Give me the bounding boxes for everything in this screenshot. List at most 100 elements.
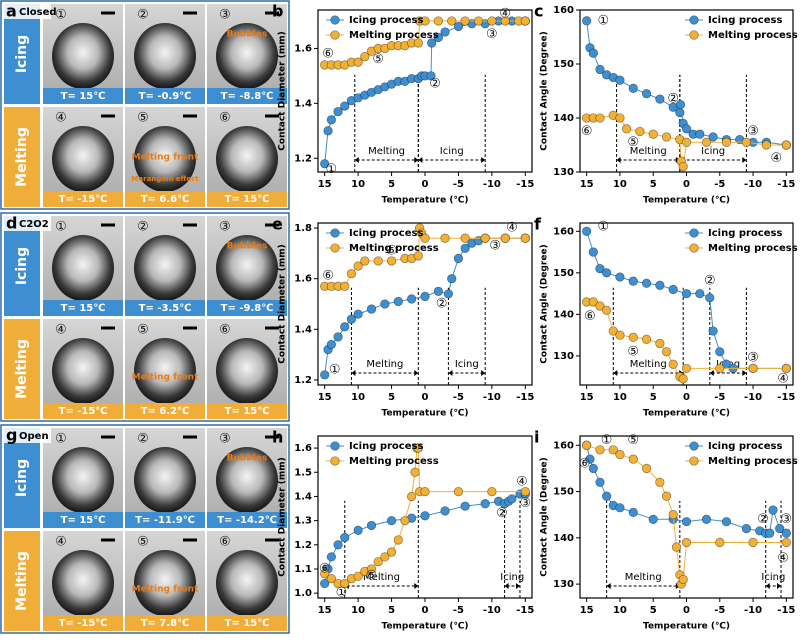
- annotation: ①: [336, 586, 348, 601]
- data-point: [346, 268, 357, 279]
- substrate: [43, 512, 123, 528]
- panel-label: i: [534, 428, 539, 447]
- substrate: [125, 403, 205, 419]
- data-point: [628, 332, 638, 342]
- x-tick-label: -15: [777, 392, 795, 403]
- temperature-label: T= 6.2℃: [141, 406, 190, 417]
- x-tick-label: -15: [777, 179, 795, 190]
- data-point: [582, 226, 592, 236]
- row-label-box: [4, 531, 40, 631]
- x-tick-label: -10: [744, 179, 762, 190]
- data-point: [460, 16, 470, 26]
- data-point: [715, 537, 725, 548]
- panel-label-bg: [3, 215, 51, 231]
- x-tick-label: 10: [613, 605, 627, 616]
- series-line: [324, 237, 526, 375]
- data-point: [320, 159, 330, 169]
- x-axis-label: Temperature (℃): [382, 196, 469, 206]
- data-point: [406, 294, 417, 304]
- data-point: [641, 463, 652, 474]
- legend-label: Icing process: [708, 15, 782, 26]
- temperature-label: T= 15℃: [225, 618, 270, 629]
- annotation: ⑤: [366, 569, 378, 584]
- y-tick-label: 160: [553, 226, 574, 237]
- x-axis-label: Temperature (℃): [643, 196, 730, 206]
- data-point: [781, 528, 791, 538]
- droplet: [52, 235, 114, 301]
- x-tick-label: 5: [388, 392, 395, 403]
- y-tick-label: 150: [553, 268, 574, 279]
- data-point: [323, 126, 333, 136]
- data-point: [373, 557, 383, 567]
- data-point: [588, 48, 598, 58]
- substrate: [125, 191, 205, 207]
- data-point: [366, 564, 377, 574]
- data-point: [621, 124, 632, 134]
- x-axis-label: Temperature (℃): [643, 409, 730, 419]
- annotation: ⑥: [322, 269, 334, 284]
- temperature-label: T= 15℃: [61, 303, 106, 314]
- data-point: [748, 363, 758, 374]
- panel-label: a: [6, 2, 17, 21]
- y-axis-label: Contact Angle (Degree): [540, 31, 550, 150]
- data-point: [681, 516, 692, 527]
- y-tick-label: 1.8: [294, 223, 312, 234]
- temperature-label: T= -15℃: [59, 194, 108, 205]
- data-point: [500, 233, 510, 243]
- data-point: [705, 293, 715, 303]
- data-point: [681, 363, 692, 374]
- x-tick-label: 5: [388, 179, 395, 190]
- x-tick-label: -10: [744, 392, 762, 403]
- row-label: Icing: [14, 459, 30, 497]
- data-point: [447, 16, 457, 26]
- data-point: [386, 515, 397, 526]
- legend-marker: [330, 243, 340, 253]
- annotation: ②: [704, 274, 716, 289]
- droplet: [216, 235, 278, 301]
- data-point: [695, 288, 705, 299]
- data-point: [715, 363, 725, 374]
- substrate: [207, 88, 287, 104]
- annotation: ②: [429, 77, 441, 92]
- data-point: [761, 140, 772, 150]
- x-tick-label: 5: [650, 179, 657, 190]
- data-point: [608, 326, 618, 336]
- x-tick-label: -10: [483, 392, 501, 403]
- data-point: [353, 261, 363, 271]
- annotation: ②: [496, 506, 508, 521]
- data-point: [453, 486, 464, 497]
- droplet: [52, 447, 114, 513]
- annotation: ③: [486, 27, 498, 42]
- frame-number: ⑤: [137, 535, 149, 550]
- frame-number: ④: [55, 535, 67, 550]
- data-point: [447, 274, 457, 284]
- region-label: Icing: [455, 359, 479, 370]
- temperature-label: T= -14.2℃: [217, 515, 277, 526]
- y-tick-label: 1.2: [294, 540, 312, 551]
- region-label: Icing: [440, 146, 464, 157]
- panel-label: g: [6, 426, 17, 445]
- data-point: [507, 494, 517, 504]
- temperature-label: T= -11.9℃: [135, 515, 195, 526]
- data-point: [675, 99, 686, 110]
- panel-condition: Closed: [19, 7, 57, 18]
- annotation: ⑥: [581, 124, 593, 139]
- x-tick-label: -5: [453, 605, 464, 616]
- data-point: [366, 304, 377, 314]
- y-tick-label: 1.4: [294, 324, 312, 335]
- frame-number: ⑤: [137, 323, 149, 338]
- data-point: [440, 506, 450, 516]
- region-label: Melting: [368, 146, 405, 157]
- droplet: [134, 235, 196, 301]
- annotation: ③: [781, 512, 793, 527]
- data-point: [615, 503, 625, 513]
- data-point: [353, 57, 363, 67]
- panel-frame: [0, 0, 290, 210]
- data-point: [715, 347, 725, 357]
- temperature-label: T= 6.6℃: [141, 194, 190, 205]
- data-point: [473, 16, 484, 26]
- photo-note: Melting front: [132, 153, 199, 163]
- data-point: [741, 523, 752, 534]
- data-point: [595, 264, 605, 274]
